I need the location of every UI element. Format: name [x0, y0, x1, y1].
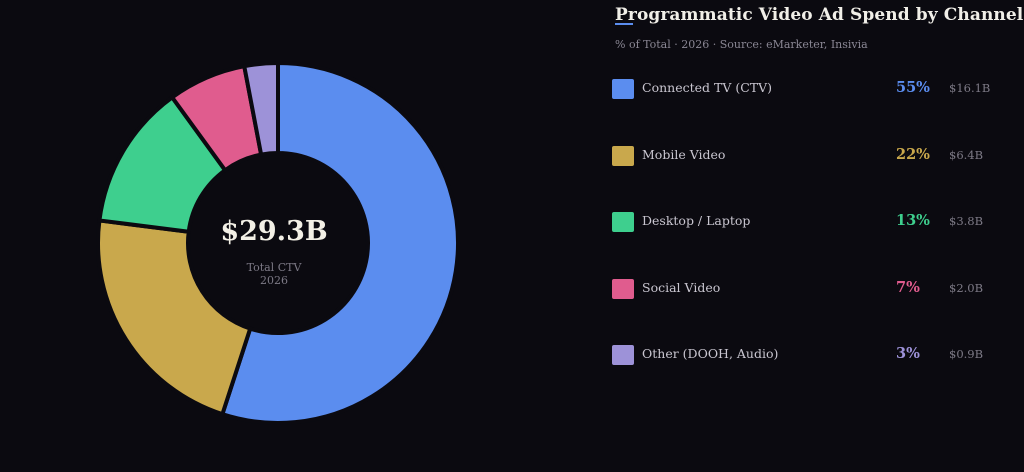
legend-amount: $16.1B: [949, 81, 991, 95]
legend-item: Connected TV (CTV) 55% $16.1B: [612, 79, 1022, 101]
donut-slice-other-dooh-audio: [241, 60, 280, 157]
legend-label: Other (DOOH, Audio): [642, 346, 779, 361]
legend-label: Social Video: [642, 280, 721, 295]
legend-amount: $3.8B: [949, 214, 984, 228]
legend-item: Social Video 7% $2.0B: [612, 279, 1022, 301]
legend-swatch: [612, 345, 634, 365]
chart-subtitle: % of Total · 2026 · Source: eMarketer, I…: [615, 38, 868, 51]
title-accent-underline: [615, 23, 633, 25]
center-caption-line2: 2026: [260, 274, 288, 287]
legend-percent: 55%: [896, 79, 930, 96]
legend-amount: $0.9B: [949, 347, 984, 361]
legend-item: Other (DOOH, Audio) 3% $0.9B: [612, 345, 1022, 367]
donut-chart: $29.3B Total CTV 2026: [96, 60, 460, 425]
legend-percent: 3%: [896, 345, 920, 362]
legend-percent: 7%: [896, 279, 920, 296]
legend-amount: $6.4B: [949, 148, 984, 162]
legend-label: Mobile Video: [642, 147, 726, 162]
donut-slice-mobile-video: [96, 218, 253, 417]
center-caption-line1: Total CTV: [247, 261, 303, 274]
legend-swatch: [612, 279, 634, 299]
donut-slice-connected-tv-ctv: [219, 60, 460, 425]
legend-swatch: [612, 212, 634, 232]
legend-item: Desktop / Laptop 13% $3.8B: [612, 212, 1022, 234]
legend-percent: 13%: [896, 212, 930, 229]
legend-amount: $2.0B: [949, 281, 984, 295]
legend-percent: 22%: [896, 146, 930, 163]
legend-swatch: [612, 79, 634, 99]
chart-title: Programmatic Video Ad Spend by Channel: [615, 5, 1024, 25]
legend-label: Desktop / Laptop: [642, 213, 751, 228]
legend-swatch: [612, 146, 634, 166]
legend-label: Connected TV (CTV): [642, 80, 773, 95]
donut-slices: [96, 60, 460, 425]
center-total-value: $29.3B: [220, 216, 327, 247]
legend-item: Mobile Video 22% $6.4B: [612, 146, 1022, 168]
